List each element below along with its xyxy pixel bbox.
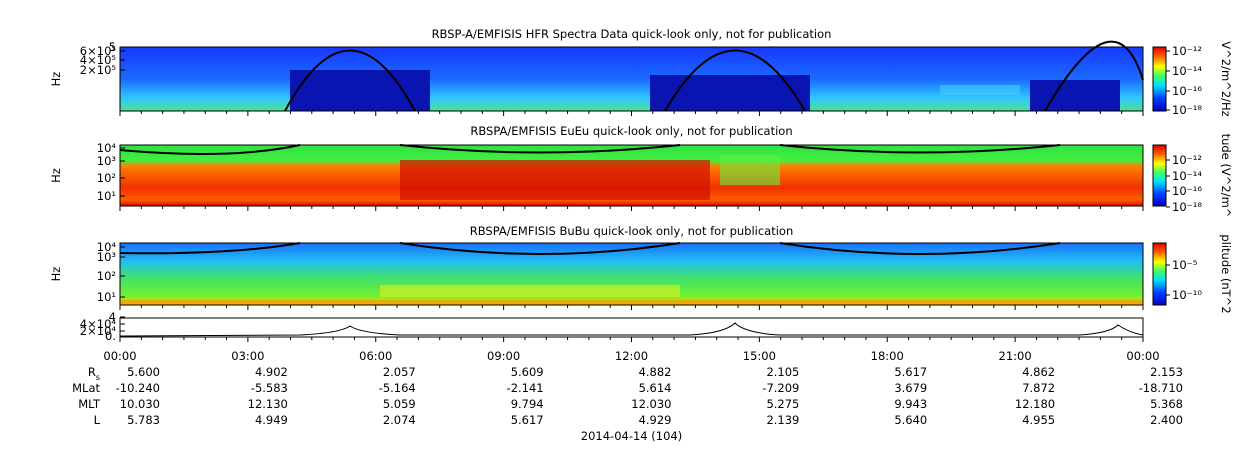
ephemeris-value: 4.955 [1022, 413, 1055, 427]
x-tick-label: 00:00 [103, 349, 136, 363]
y-axis-label: Hz [49, 267, 63, 282]
ephemeris-value: 5.275 [766, 397, 799, 411]
ephemeris-value: 9.794 [511, 397, 544, 411]
y-tick-label: 2×10⁴ [80, 324, 117, 338]
ephemeris-value: 12.180 [1015, 397, 1055, 411]
ephemeris-value: 4.862 [1022, 365, 1055, 379]
y-axis-label: Hz [49, 168, 63, 183]
ephemeris-value: -5.164 [379, 381, 416, 395]
y-tick-label: 10² [97, 171, 116, 185]
date-label: 2014-04-14 (104) [581, 429, 682, 443]
ephemeris-value: -7.209 [762, 381, 799, 395]
colorbar-tick-label: 10⁻¹⁸ [1172, 200, 1202, 214]
ephemeris-value: 7.872 [1022, 381, 1055, 395]
ephemeris-value: 2.057 [383, 365, 416, 379]
ephemeris-value: 4.882 [639, 365, 672, 379]
x-tick-label: 00:00 [1126, 349, 1159, 363]
colorbar-tick-label: 10⁻¹⁸ [1172, 103, 1202, 117]
ephemeris-label-text: R [88, 365, 96, 379]
ephemeris-value: 4.929 [639, 413, 672, 427]
ephemeris-value: 3.679 [894, 381, 927, 395]
y-tick-label: 10³ [97, 154, 117, 168]
ephemeris-label: L [94, 413, 101, 427]
panel-title: RBSPA/EMFISIS BuBu quick-look only, not … [470, 224, 794, 238]
ephemeris-value: 5.640 [894, 413, 927, 427]
ephemeris-value: 5.600 [127, 365, 160, 379]
ephemeris-label-sub: s [96, 373, 100, 382]
colorbar-tick-label: 10⁻¹⁶ [1172, 84, 1202, 98]
panel-title: RBSPA/EMFISIS EuEu quick-look only, not … [470, 124, 792, 138]
ephemeris-value: 9.943 [894, 397, 927, 411]
ephemeris-value: 2.139 [766, 413, 799, 427]
ephemeris-label: MLat [72, 381, 100, 395]
y-tick-label: 10² [97, 269, 116, 283]
ephemeris-value: 5.617 [511, 413, 544, 427]
ephemeris-value: 5.617 [894, 365, 927, 379]
colorbar-tick-label: 10⁻⁵ [1172, 258, 1198, 272]
x-tick-label: 18:00 [871, 349, 904, 363]
y-tick-label: 6×10⁵ [80, 44, 117, 58]
colorbar-tick-label: 10⁻¹⁴ [1172, 169, 1202, 183]
ephemeris-value: -5.583 [251, 381, 288, 395]
altitude-line [119, 322, 1144, 337]
y-tick-label: 10¹ [97, 290, 116, 304]
y-axis-label: Hz [49, 72, 63, 87]
colorbar-tick-label: 10⁻¹² [1172, 153, 1202, 167]
ephemeris-label-text: L [94, 413, 101, 427]
y-tick-label: 5 [109, 40, 116, 54]
y-tick-label: 4 [109, 310, 116, 324]
y-tick-label: 4×10⁵ [80, 53, 117, 67]
ephemeris-value: 5.059 [383, 397, 416, 411]
ephemeris-value: 4.902 [255, 365, 288, 379]
y-tick-label: 0. [105, 329, 116, 343]
ephemeris-value: 5.614 [639, 381, 672, 395]
ephemeris-value: 12.030 [631, 397, 671, 411]
colorbar [1152, 242, 1167, 306]
ephemeris-label-text: MLT [78, 397, 101, 411]
ephemeris-value: 2.153 [1150, 365, 1183, 379]
ephemeris-value: 5.368 [1150, 397, 1183, 411]
y-tick-label: 2×10⁵ [80, 63, 117, 77]
ephemeris-value: 2.074 [383, 413, 416, 427]
ephemeris-label: Rs [88, 365, 100, 382]
x-tick-label: 06:00 [359, 349, 392, 363]
colorbar-label: plitude (nT^2 [1219, 234, 1233, 313]
panel-title: RBSP-A/EMFISIS HFR Spectra Data quick-lo… [432, 27, 832, 41]
ephemeris-value: 10.030 [120, 397, 160, 411]
colorbar-tick-label: 10⁻¹² [1172, 44, 1202, 58]
ephemeris-value: 4.949 [255, 413, 288, 427]
ephemeris-label: MLT [78, 397, 101, 411]
x-tick-label: 15:00 [743, 349, 776, 363]
y-tick-label: 4×10⁴ [80, 317, 117, 331]
y-tick-label: 10⁴ [97, 240, 117, 254]
x-tick-label: 09:00 [487, 349, 520, 363]
ephemeris-value: -10.240 [116, 381, 160, 395]
x-tick-label: 12:00 [615, 349, 648, 363]
ephemeris-value: 5.783 [127, 413, 160, 427]
colorbar [1152, 46, 1167, 112]
colorbar-tick-label: 10⁻¹⁶ [1172, 184, 1202, 198]
colorbar-tick-label: 10⁻¹⁴ [1172, 64, 1202, 78]
x-tick-label: 21:00 [999, 349, 1032, 363]
ephemeris-label-text: MLat [72, 381, 100, 395]
colorbar-tick-label: 10⁻¹⁰ [1172, 288, 1202, 302]
ephemeris-value: 5.609 [511, 365, 544, 379]
ephemeris-value: 2.400 [1150, 413, 1183, 427]
colorbar-label: V^2/m^2/Hz [1219, 41, 1233, 116]
colorbar-label: tude (V^2/m^ [1219, 134, 1233, 218]
y-tick-label: 10³ [97, 250, 117, 264]
ephemeris-value: -2.141 [507, 381, 544, 395]
x-tick-label: 03:00 [231, 349, 264, 363]
colorbar [1152, 144, 1167, 207]
plasmapause-curves [119, 40, 1144, 255]
ephemeris-value: -18.710 [1139, 381, 1183, 395]
spectrogram-images [120, 47, 1143, 337]
ephemeris-value: 12.130 [248, 397, 288, 411]
y-tick-label: 10⁴ [97, 141, 117, 155]
ephemeris-value: 2.105 [766, 365, 799, 379]
y-tick-label: 10¹ [97, 189, 116, 203]
